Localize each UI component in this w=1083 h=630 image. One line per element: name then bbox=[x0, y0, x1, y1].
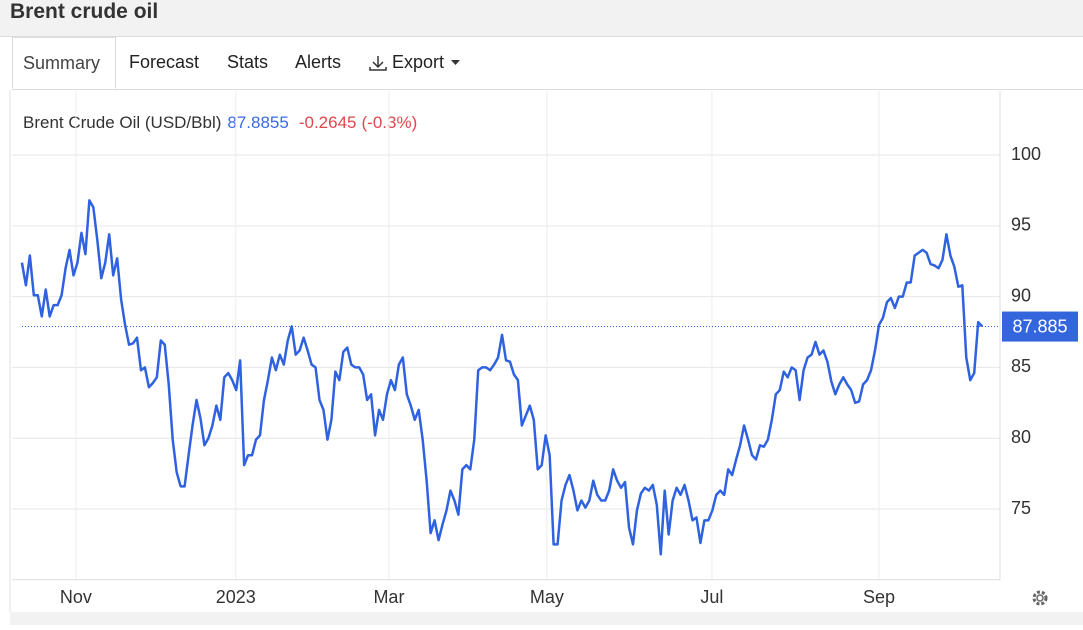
y-tick-label: 100 bbox=[1011, 144, 1041, 164]
page-title: Brent crude oil bbox=[10, 0, 159, 23]
chart-area: Brent Crude Oil (USD/Bbl) 87.8855 -0.2645(… bbox=[0, 90, 1083, 625]
y-tick-label: 85 bbox=[1011, 356, 1031, 376]
x-tick-label: Sep bbox=[863, 587, 895, 607]
x-tick-label: Jul bbox=[700, 587, 723, 607]
y-tick-label: 80 bbox=[1011, 427, 1031, 447]
legend-change: -0.2645 bbox=[299, 113, 357, 132]
legend-last: 87.8855 bbox=[227, 113, 288, 132]
y-tick-label: 75 bbox=[1011, 498, 1031, 518]
tab-bar: Summary Forecast Stats Alerts Export bbox=[12, 37, 1083, 90]
tab[interactable]: Stats bbox=[227, 52, 269, 72]
chart: Brent Crude Oil (USD/Bbl) 87.8855 -0.2645(… bbox=[9, 90, 1078, 612]
settings-icon[interactable] bbox=[1032, 590, 1048, 606]
legend: Brent Crude Oil (USD/Bbl) 87.8855 -0.2645(… bbox=[23, 113, 417, 132]
y-tick-label: 95 bbox=[1011, 215, 1031, 235]
y-tick-label: 90 bbox=[1011, 285, 1031, 305]
x-tick-label: 2023 bbox=[216, 587, 256, 607]
legend-name: Brent Crude Oil (USD/Bbl) bbox=[23, 113, 221, 132]
download-icon bbox=[369, 56, 387, 71]
last-value-label: 87.885 bbox=[1012, 316, 1067, 336]
tab[interactable]: Summary bbox=[12, 37, 116, 89]
tab[interactable]: Export bbox=[392, 52, 445, 72]
x-tick-label: Nov bbox=[60, 587, 92, 607]
tab[interactable]: Alerts bbox=[295, 52, 342, 72]
header: Brent crude oil bbox=[0, 0, 1083, 37]
last-value-box bbox=[1002, 311, 1078, 342]
x-tick-label: Mar bbox=[373, 587, 404, 607]
footer-strip bbox=[10, 612, 1083, 625]
tab[interactable]: Forecast bbox=[129, 52, 200, 72]
x-tick-label: May bbox=[530, 587, 564, 607]
caret bbox=[451, 60, 460, 65]
price-line bbox=[20, 199, 984, 556]
